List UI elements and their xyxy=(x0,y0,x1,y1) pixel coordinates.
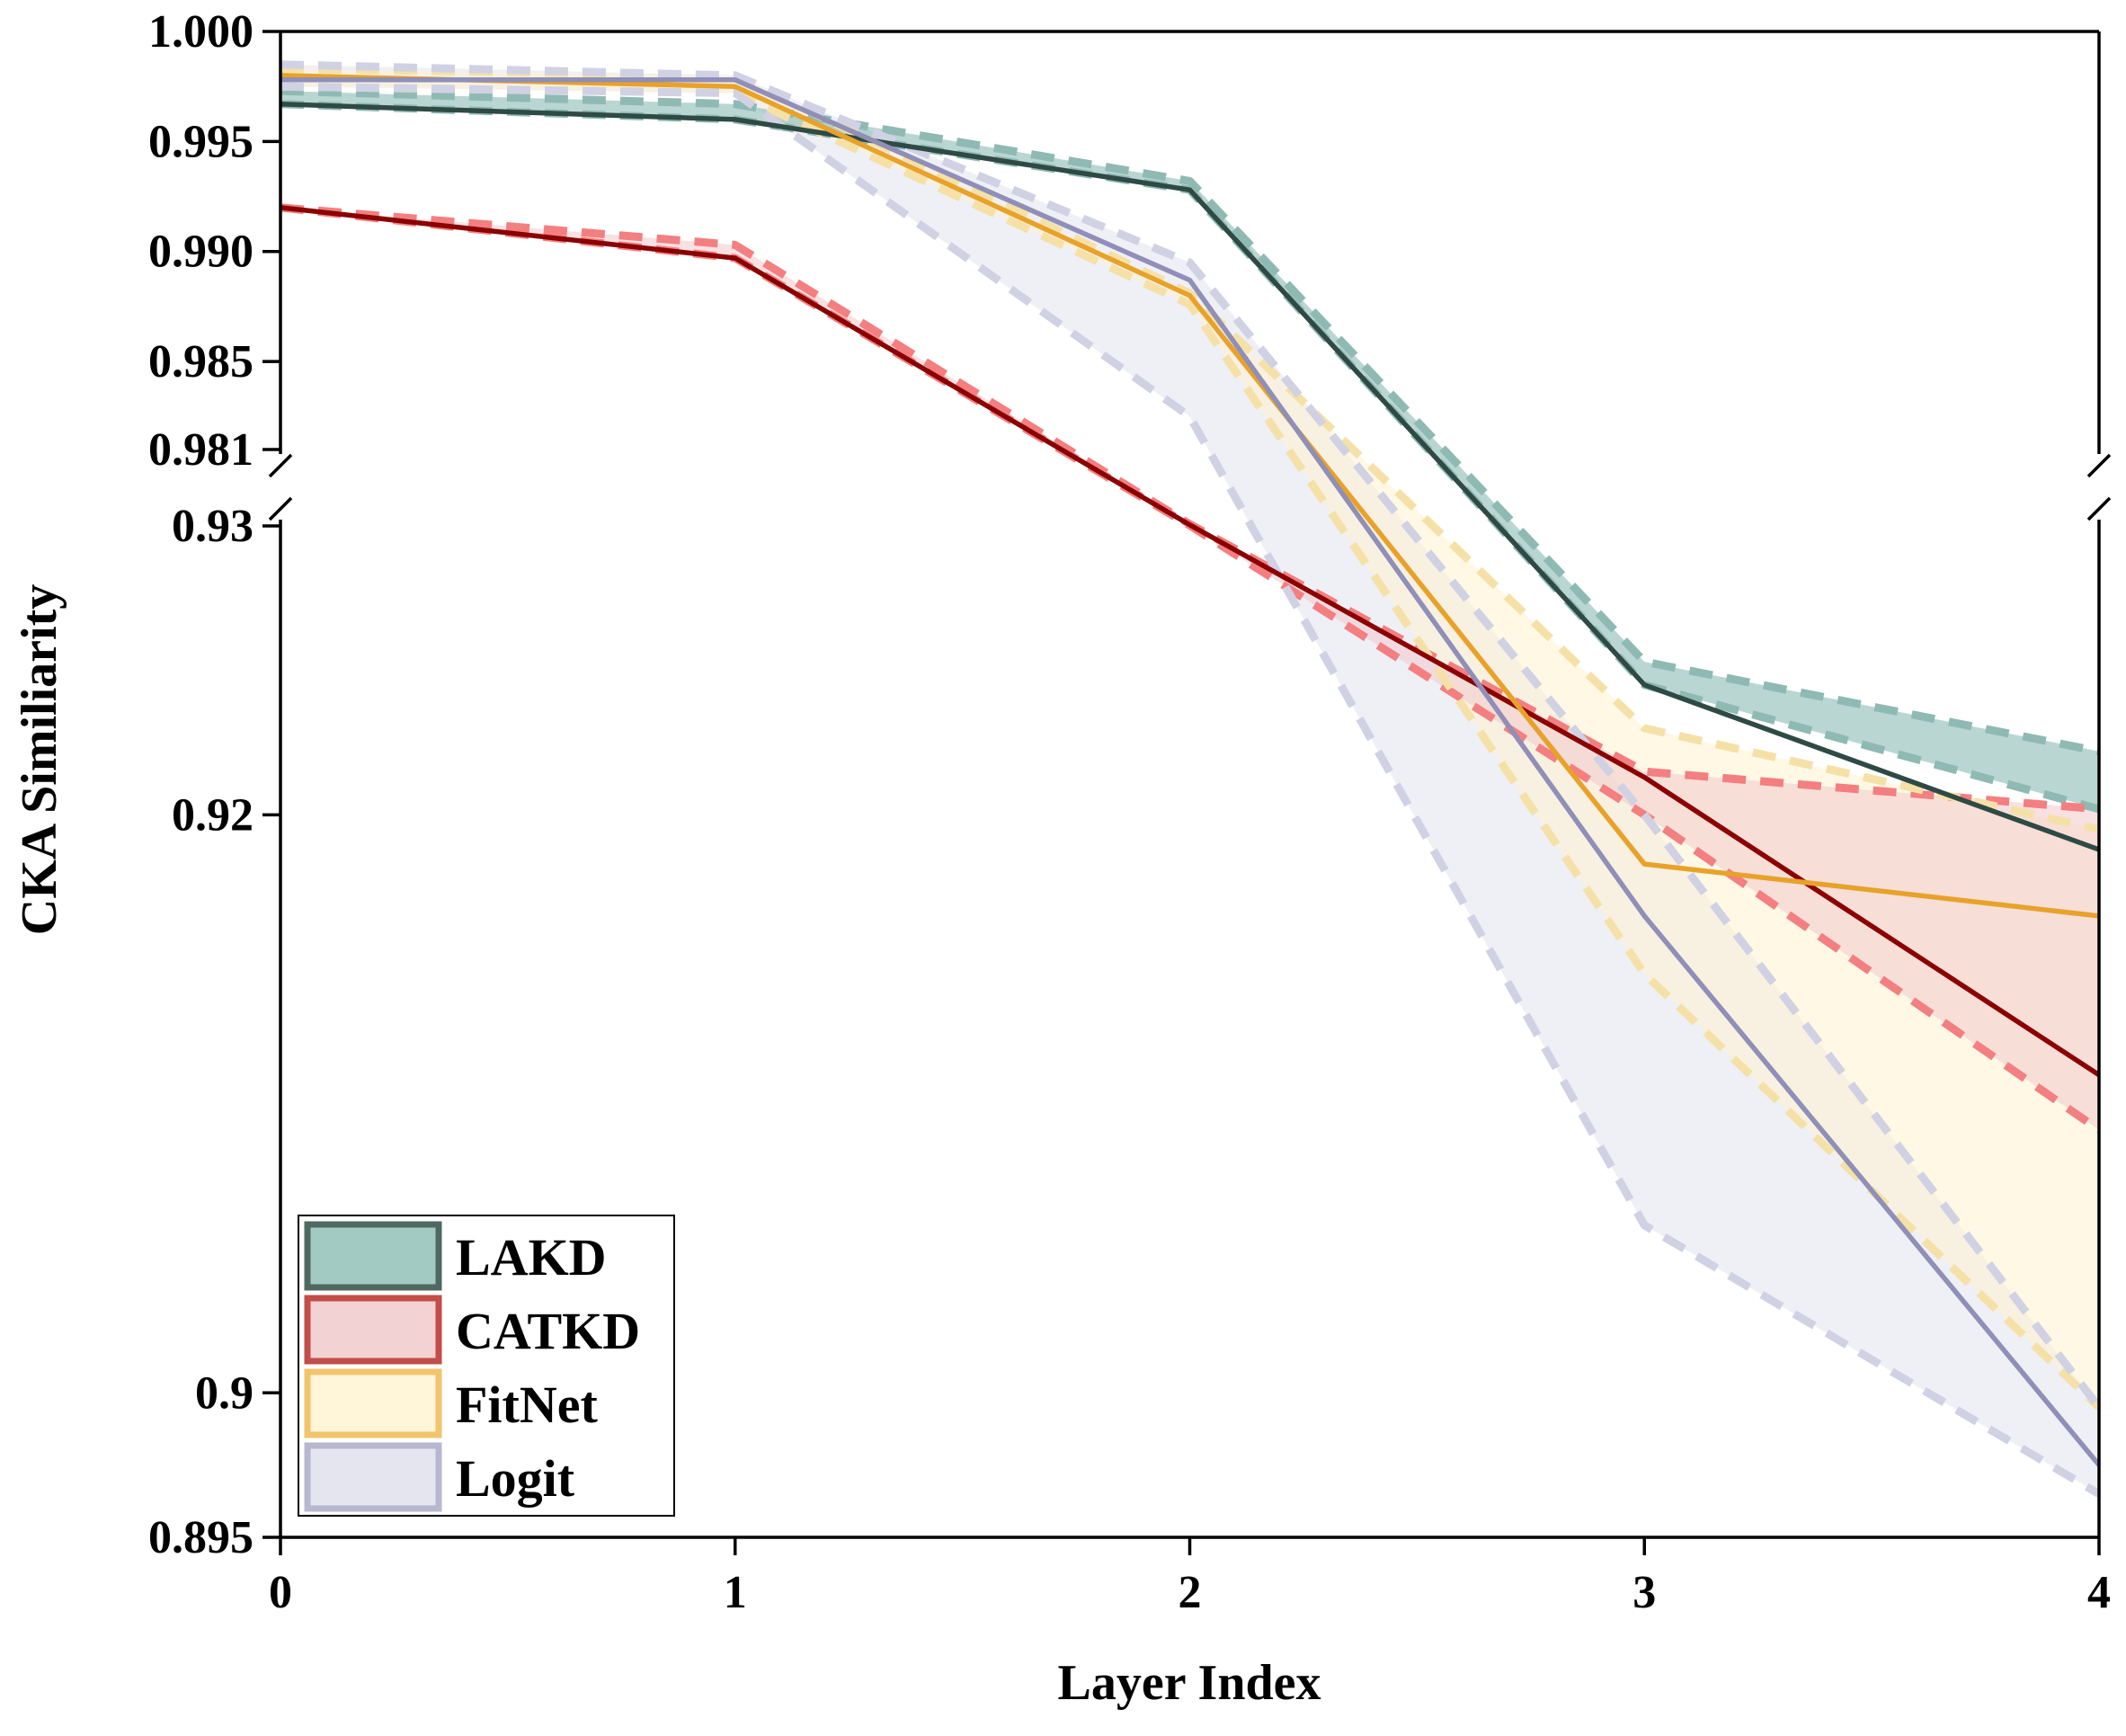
logit-lower-bound xyxy=(280,82,2099,1498)
logit-upper-bound xyxy=(280,60,2099,1411)
y-tick-label-0.895: 0.895 xyxy=(148,1512,254,1563)
legend-swatch-logit xyxy=(304,1442,442,1512)
confidence-bands xyxy=(280,64,2099,1494)
axis-ticks: 0 1 2 3 4 1.000 0.995 0.990 0.985 0.981 0.93 0.92 0.… xyxy=(148,6,2111,1618)
x-tick-label-1: 1 xyxy=(724,1567,747,1618)
axis-break-mark-0-a xyxy=(268,453,293,478)
y-tick-label-0.985: 0.985 xyxy=(148,336,254,387)
series-lines xyxy=(280,73,2099,1467)
legend-swatch-lakd xyxy=(304,1221,442,1291)
legend-label-lakd: LAKD xyxy=(456,1228,607,1286)
axis-break-mark-1-a xyxy=(2086,453,2112,478)
y-tick-label-0.990: 0.990 xyxy=(148,227,254,278)
legend-label-catkd: CATKD xyxy=(456,1302,640,1360)
y-tick-label-1.000: 1.000 xyxy=(148,6,254,58)
legend-label-logit: Logit xyxy=(456,1449,575,1508)
x-tick-label-4: 4 xyxy=(2087,1567,2111,1618)
legend-label-fitnet: FitNet xyxy=(456,1375,598,1434)
x-tick-label-3: 3 xyxy=(1632,1567,1656,1618)
y-tick-label-0.92: 0.92 xyxy=(172,789,254,841)
logit-band xyxy=(280,64,2099,1494)
legend: LAKD CATKD FitNet Logit xyxy=(298,1215,675,1517)
x-tick-label-2: 2 xyxy=(1179,1567,1202,1618)
y-tick-label-0.93: 0.93 xyxy=(172,501,254,552)
x-tick-label-0: 0 xyxy=(269,1567,292,1618)
legend-swatch-fitnet xyxy=(304,1368,442,1438)
x-axis-title: Layer Index xyxy=(1058,1655,1321,1711)
y-tick-label-0.995: 0.995 xyxy=(148,116,254,167)
lakd-band xyxy=(280,91,2099,810)
axis-break-mark-1-b xyxy=(2086,496,2112,521)
y-tick-label-0.981: 0.981 xyxy=(148,424,254,476)
y-tick-label-0.9: 0.9 xyxy=(195,1367,254,1419)
legend-swatch-catkd xyxy=(304,1295,442,1365)
lakd-upper-bound xyxy=(280,86,2099,756)
y-axis-title: CKA Similiarity xyxy=(12,584,67,935)
axis-break-mark-0-b xyxy=(268,496,293,521)
